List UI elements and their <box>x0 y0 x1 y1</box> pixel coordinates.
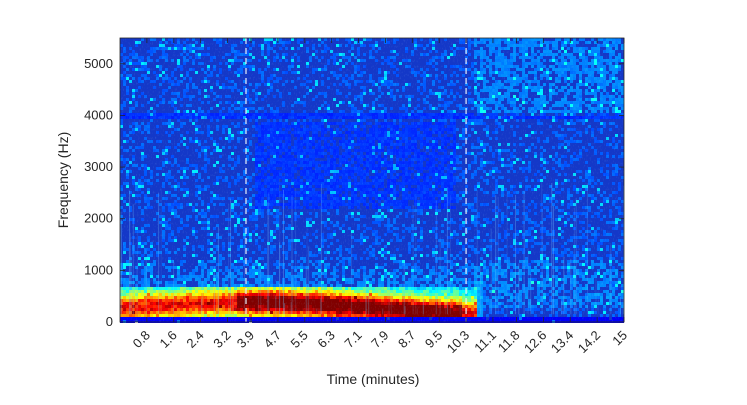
y-tick-label: 1000 <box>84 262 113 277</box>
x-tick-label: 11.1 <box>471 328 499 356</box>
x-tick-label: 12.6 <box>521 328 550 357</box>
x-tick-label: 4.7 <box>261 328 284 351</box>
x-tick-label: 2.4 <box>183 328 206 351</box>
x-tick-label: 3.2 <box>210 328 233 351</box>
x-tick-label: 11.8 <box>495 328 523 356</box>
x-tick-label: 15 <box>609 328 630 349</box>
x-tick-label: 10.3 <box>444 328 473 357</box>
y-tick-label: 3000 <box>84 159 113 174</box>
vertical-streaks <box>120 177 625 315</box>
x-tick-label: 6.3 <box>314 328 337 351</box>
y-tick-label: 0 <box>106 314 113 329</box>
marker-lines <box>245 38 467 322</box>
x-tick-label: 9.5 <box>422 328 445 351</box>
x-tick-label: 8.7 <box>395 328 418 351</box>
x-tick-label: 7.9 <box>368 328 391 351</box>
y-tick-label: 4000 <box>84 107 113 122</box>
noise-overlay <box>120 38 624 322</box>
plot-area <box>120 38 625 323</box>
x-tick-label: 7.1 <box>341 328 364 351</box>
x-tick-label: 3.9 <box>234 328 257 351</box>
x-axis-title: Time (minutes) <box>327 371 420 387</box>
y-tick-label: 5000 <box>84 56 113 71</box>
x-tick-label: 1.6 <box>157 328 180 351</box>
x-tick-label: 5.5 <box>288 328 311 351</box>
y-tick-label: 2000 <box>84 211 113 226</box>
x-tick-label: 0.8 <box>130 328 153 351</box>
x-tick-label: 14.2 <box>575 328 604 357</box>
x-tick-label: 13.4 <box>548 328 577 357</box>
y-axis-title: Frequency (Hz) <box>55 132 71 228</box>
plot-frame <box>119 37 625 323</box>
